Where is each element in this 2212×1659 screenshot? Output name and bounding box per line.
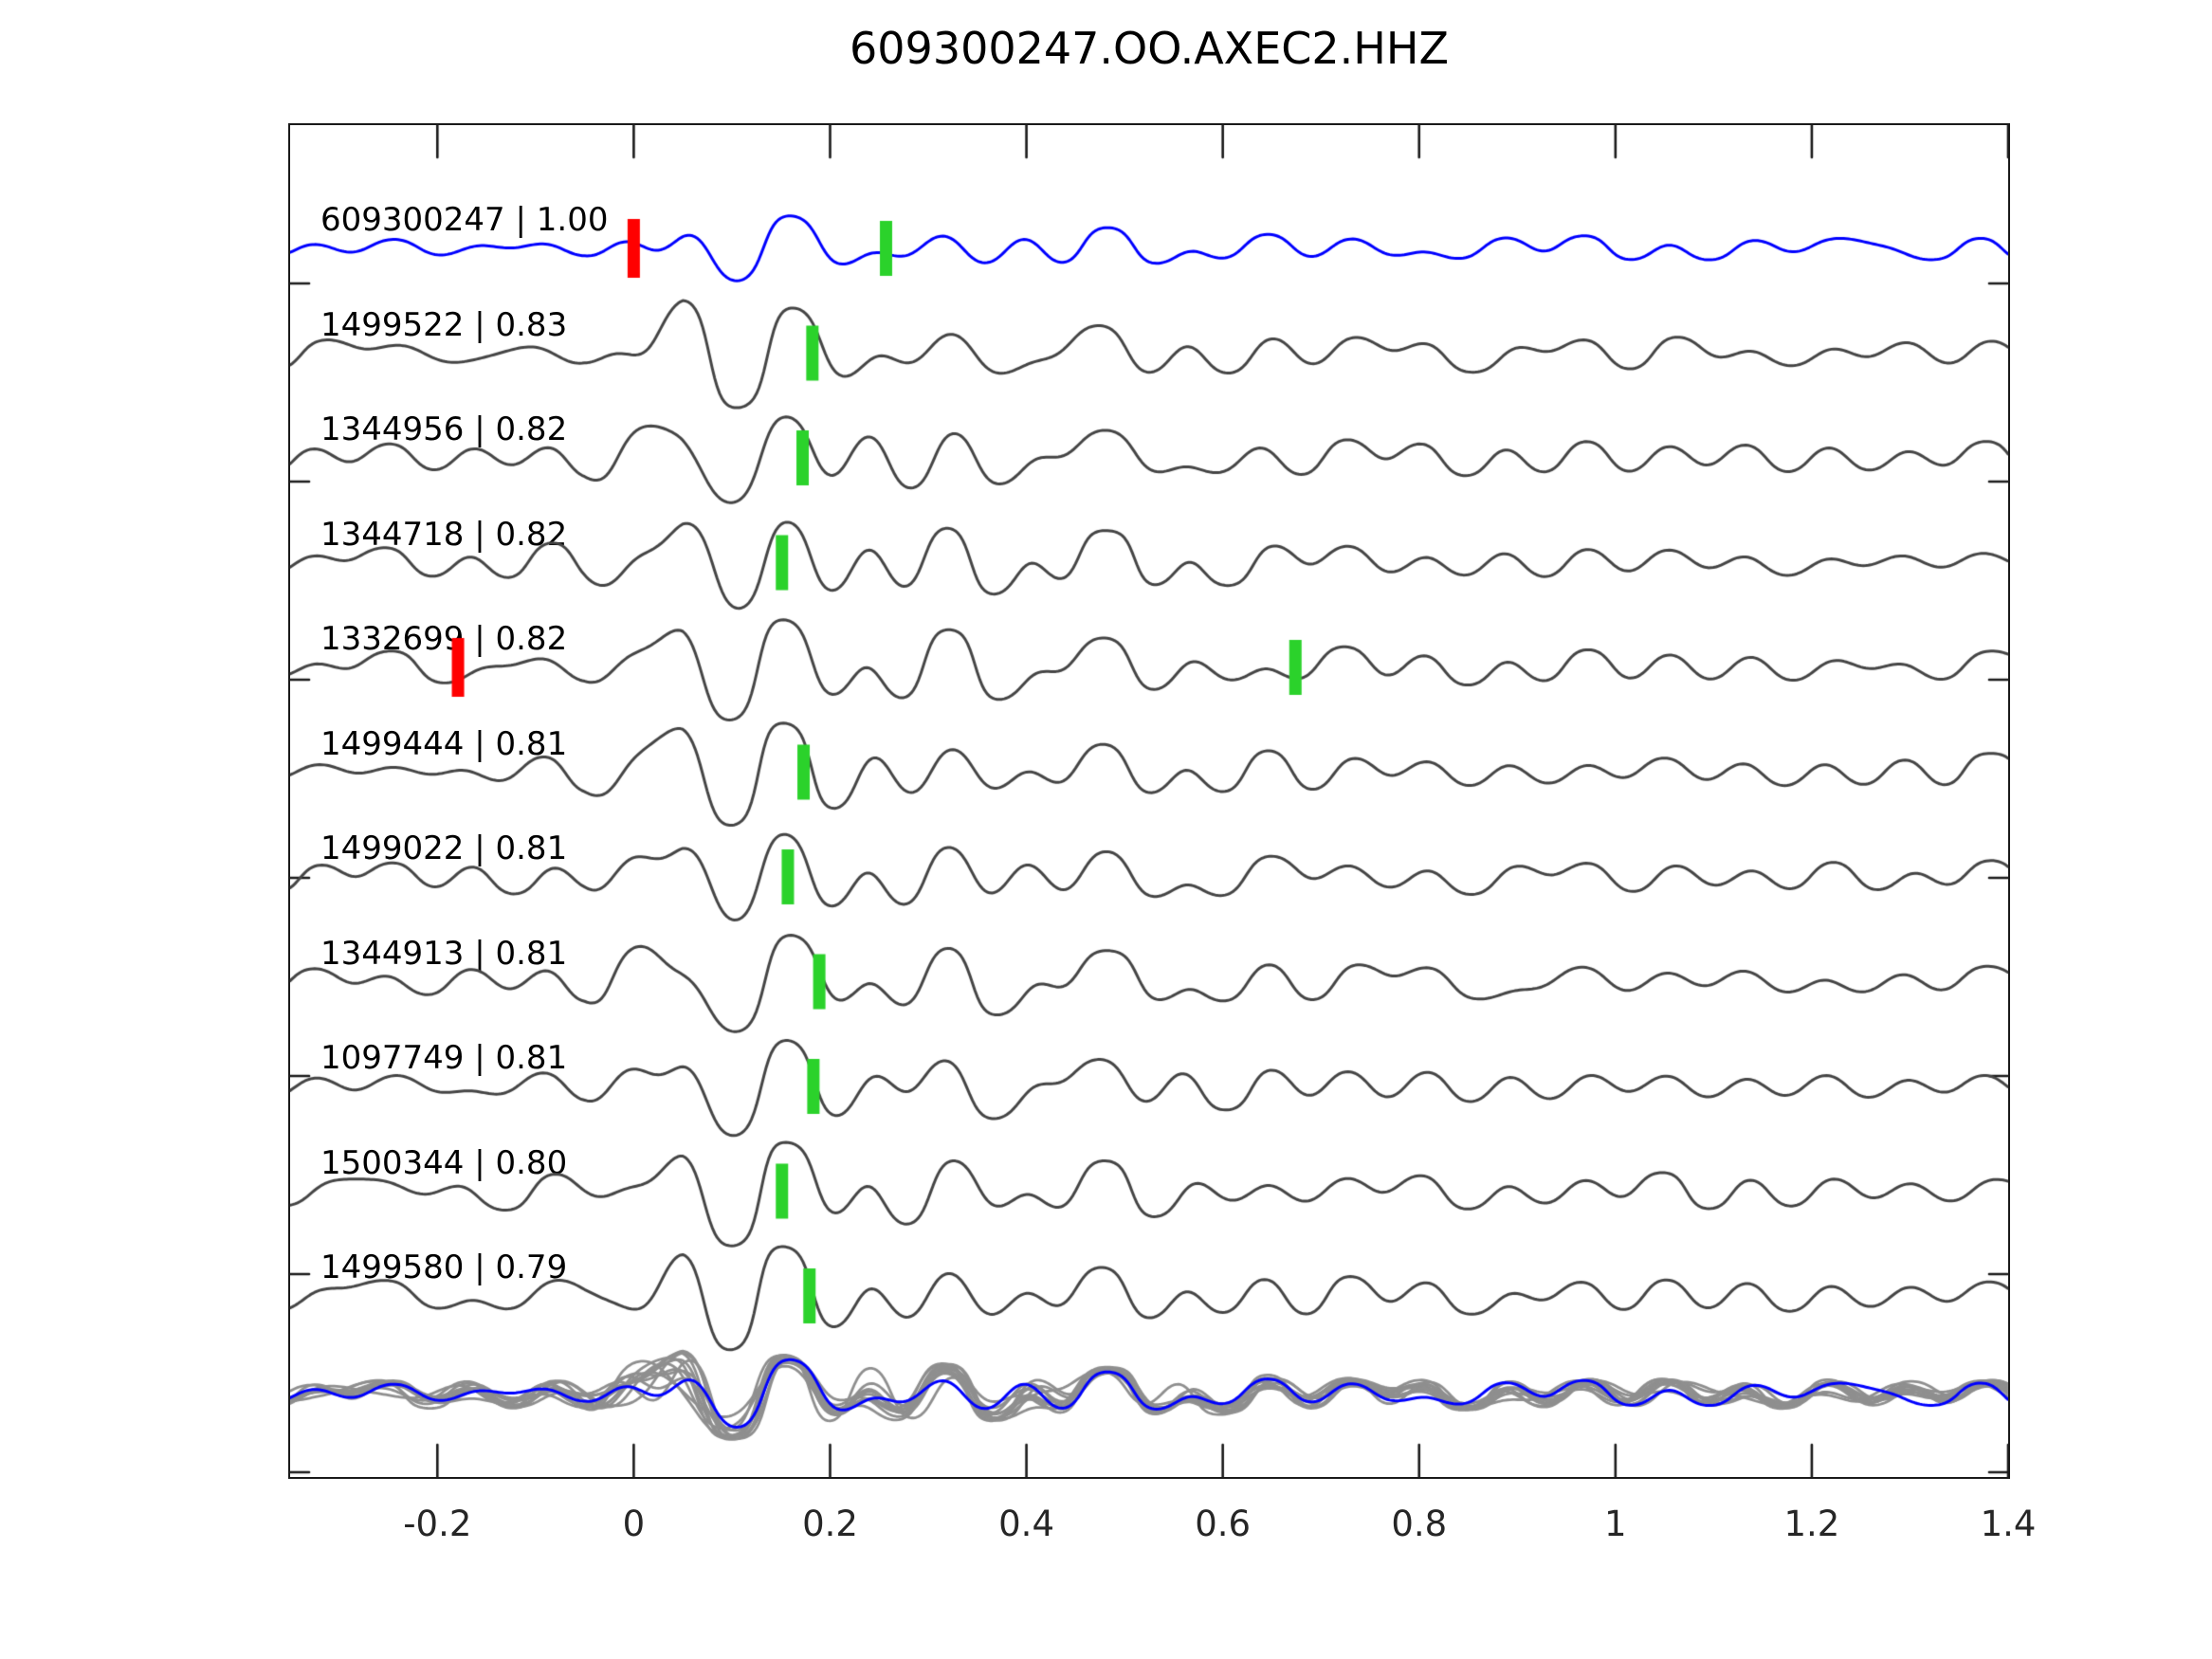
plot-area: [288, 123, 2010, 1479]
chart-title: 609300247.OO.AXEC2.HHZ: [850, 23, 1449, 74]
waveform-canvas: [290, 125, 2008, 1477]
